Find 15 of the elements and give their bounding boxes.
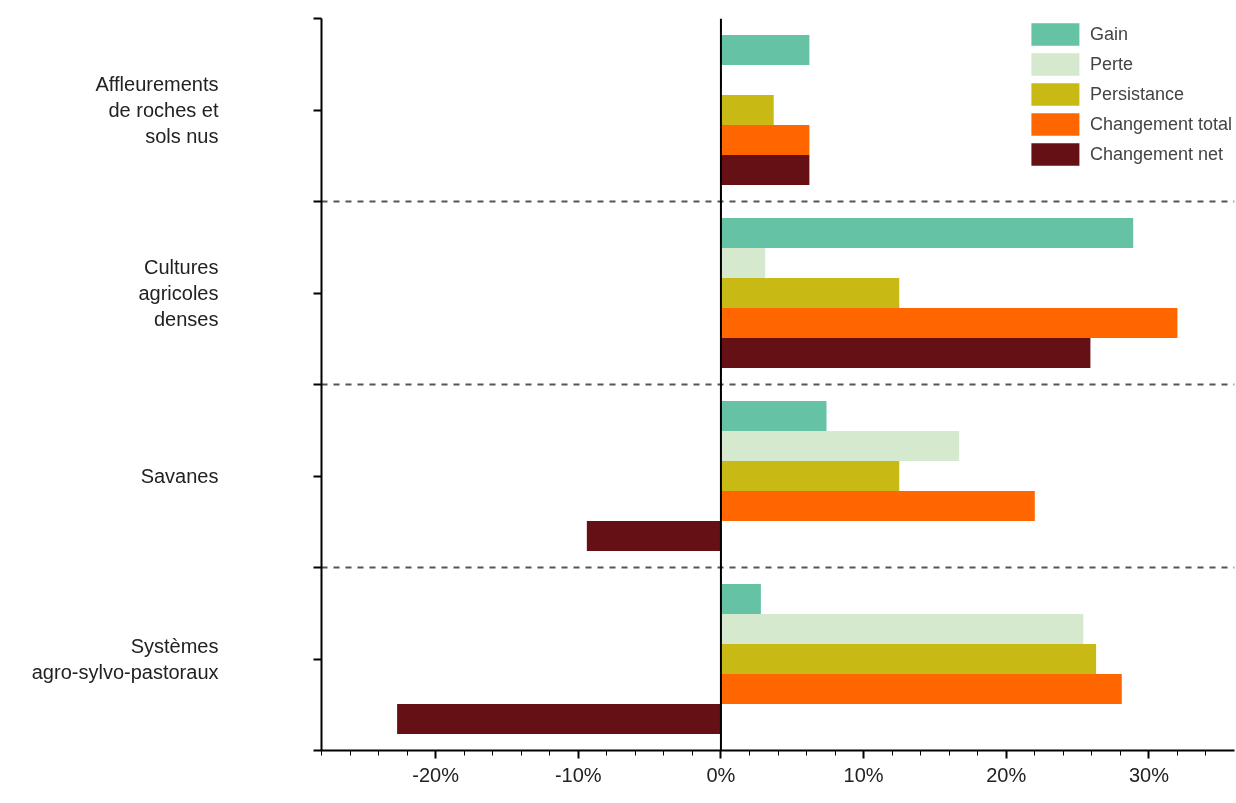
x-tick-label: 0% xyxy=(706,763,736,786)
legend-label: Perte xyxy=(1089,53,1133,75)
legend-label: Persistance xyxy=(1089,83,1184,105)
y-tick-label: Cultures agricoles denses xyxy=(138,255,219,331)
y-tick-label: Systèmes agro-sylvo-pastoraux xyxy=(31,634,219,684)
x-tick-label: 30% xyxy=(1128,763,1170,786)
x-tick-label: 20% xyxy=(986,763,1027,786)
y-tick-label: Savanes xyxy=(140,465,219,487)
legend-label: Gain xyxy=(1089,23,1128,45)
y-tick-label: Affleurements de roches et sols nus xyxy=(95,72,219,148)
x-tick-label: 10% xyxy=(843,763,884,786)
x-tick-label: -20% xyxy=(412,763,460,786)
x-tick-label: -10% xyxy=(554,763,602,786)
legend-label: Changement total xyxy=(1089,113,1232,135)
legend-label: Changement net xyxy=(1089,143,1223,165)
